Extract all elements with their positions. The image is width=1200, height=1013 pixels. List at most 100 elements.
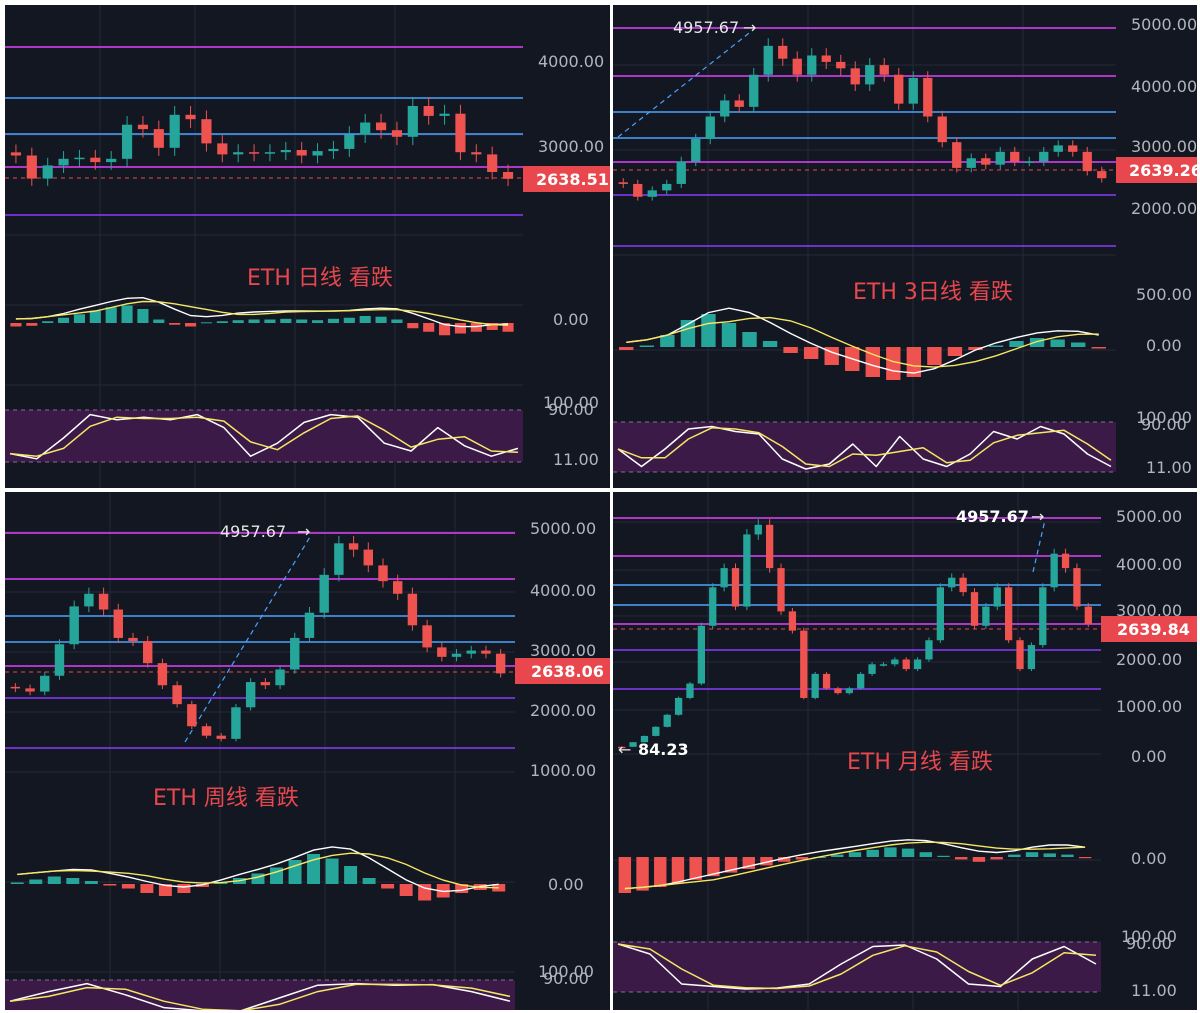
macd-bar: [29, 879, 43, 884]
stoch-k-line: [9, 413, 519, 460]
candle-down: [26, 155, 37, 179]
signal-line: [624, 841, 1086, 890]
candle-up: [1039, 151, 1049, 162]
macd-bar: [312, 320, 324, 323]
chart-three-day: 5000.00 4000.00 3000.00 2000.00 500.00 0…: [613, 5, 1197, 488]
macd-bar: [831, 854, 844, 857]
stoch-tick: 11.00: [1146, 458, 1192, 477]
signal-line: [626, 316, 1099, 368]
macd-tick: 0.00: [1131, 849, 1167, 868]
candle-up: [662, 183, 672, 191]
candle-up: [763, 45, 773, 75]
candle-up: [709, 587, 717, 626]
price-tick: 4000.00: [1116, 555, 1182, 574]
macd-bar: [270, 867, 283, 884]
candle-up: [663, 714, 671, 727]
signal-line: [17, 852, 499, 889]
candle-up: [245, 682, 256, 708]
candle-up: [1024, 161, 1034, 163]
chart-panel-monthly: 5000.00 4000.00 3000.00 2000.00 1000.00 …: [613, 492, 1197, 1010]
candle-down: [10, 152, 22, 156]
candle-up: [936, 587, 944, 641]
peak-label: 4957.67: [956, 507, 1029, 526]
macd-tick: 0.00: [1146, 336, 1182, 355]
stoch-tick: 100.00: [543, 393, 599, 412]
candle-up: [304, 612, 315, 638]
macd-histogram: [10, 846, 506, 901]
macd-bar: [1070, 342, 1086, 347]
stoch-tick: 100.00: [538, 962, 594, 981]
macd-bar: [10, 882, 24, 884]
candle-down: [201, 119, 212, 144]
macd-bar: [200, 322, 212, 324]
stoch-d-line: [9, 983, 511, 1010]
macd-bar: [762, 341, 778, 347]
price-tick: 4000.00: [538, 52, 604, 71]
candle-up: [106, 158, 117, 163]
candle-down: [834, 688, 842, 694]
macd-bar: [1025, 852, 1039, 857]
macd-bar: [381, 884, 395, 889]
candle-up: [42, 165, 53, 179]
macd-bar: [906, 347, 922, 377]
macd-bar: [375, 316, 387, 323]
price-tick: 2000.00: [1131, 199, 1197, 218]
macd-bar: [137, 309, 149, 323]
macd-bar: [660, 335, 675, 347]
candle-up: [169, 114, 180, 148]
candle-down: [471, 152, 482, 155]
macd-bar: [1029, 338, 1045, 347]
macd-bar: [671, 857, 685, 884]
candle-down: [487, 154, 498, 172]
candle-down: [778, 45, 788, 59]
candle-down: [1073, 568, 1081, 607]
candle-down: [821, 55, 831, 62]
candle-down: [187, 704, 197, 727]
chart-title: ETH 周线 看跌: [153, 786, 299, 811]
macd-bar: [454, 323, 466, 334]
candle-down: [90, 157, 101, 163]
candle-up: [231, 707, 241, 739]
candle-down: [378, 565, 388, 582]
macd-bar: [105, 307, 117, 323]
candle-down: [618, 182, 628, 184]
candle-down: [348, 543, 359, 550]
candle-up: [697, 625, 705, 684]
candle-up: [891, 659, 899, 665]
macd-bar: [195, 884, 209, 887]
price-tick: 5000.00: [1131, 15, 1197, 34]
candle-down: [1016, 640, 1024, 670]
candle-up: [879, 664, 888, 666]
candle-down: [836, 61, 846, 69]
candle-up: [908, 77, 918, 104]
macd-bar: [140, 884, 154, 893]
macd-bar: [901, 848, 915, 857]
peak-arrow-icon: →: [297, 522, 310, 541]
candle-down: [1061, 553, 1070, 569]
macd-bar: [866, 849, 879, 857]
candle-down: [879, 65, 889, 75]
candle-down: [766, 524, 774, 569]
candle-down: [422, 625, 432, 648]
macd-bar: [158, 884, 172, 896]
chart-title: ETH 月线 看跌: [847, 750, 993, 775]
macd-bar: [359, 316, 371, 323]
price-tick: 2000.00: [530, 701, 596, 720]
candles: [10, 535, 506, 742]
candle-up: [705, 116, 715, 139]
candle-up: [1039, 587, 1047, 646]
candle-down: [375, 122, 387, 131]
price-tick: 3000.00: [1116, 601, 1182, 620]
macd-bar: [66, 878, 80, 884]
stoch-lines: [617, 943, 1097, 990]
macd-bar: [884, 847, 897, 857]
candle-down: [1097, 171, 1107, 179]
macd-bar: [783, 347, 798, 353]
candle-up: [652, 726, 660, 736]
macd-bar: [26, 323, 38, 326]
stoch-d-line: [9, 415, 519, 457]
candle-down: [1068, 145, 1078, 152]
macd-bar: [264, 319, 276, 323]
candle-up: [995, 151, 1005, 165]
macd-bar: [177, 884, 191, 893]
